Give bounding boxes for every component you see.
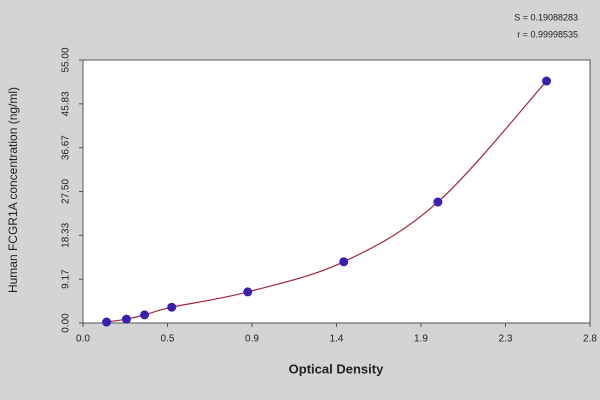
data-point: [167, 302, 177, 312]
data-point: [339, 257, 349, 267]
data-point: [243, 287, 253, 297]
data-point: [121, 314, 131, 324]
y-tick-label: 18.33: [61, 222, 72, 247]
x-tick-label: 2.3: [499, 334, 513, 345]
x-tick-label: 0.5: [161, 334, 175, 345]
x-tick-label: 2.8: [583, 334, 597, 345]
x-tick-label: 0.9: [245, 334, 259, 345]
plot-area: [82, 59, 591, 324]
x-axis-title: Optical Density: [289, 361, 384, 376]
annotation: S = 0.19088283: [514, 12, 578, 22]
y-tick-label: 55.00: [61, 47, 72, 72]
y-tick-label: 27.50: [61, 179, 72, 204]
y-tick-label: 9.17: [61, 269, 72, 289]
x-tick-label: 1.9: [414, 334, 428, 345]
data-point: [140, 310, 150, 320]
y-tick-label: 36.67: [61, 135, 72, 160]
x-tick-label: 0.0: [76, 334, 90, 345]
y-axis-title: Human FCGR1A concentration (ng/ml): [6, 87, 20, 293]
annotation: r = 0.99998535: [517, 29, 578, 39]
data-point: [433, 197, 443, 207]
y-tick-label: 0.00: [61, 313, 72, 333]
x-tick-label: 1.4: [330, 334, 344, 345]
data-point: [542, 76, 552, 86]
y-tick-label: 45.83: [61, 91, 72, 116]
data-point: [102, 317, 112, 327]
